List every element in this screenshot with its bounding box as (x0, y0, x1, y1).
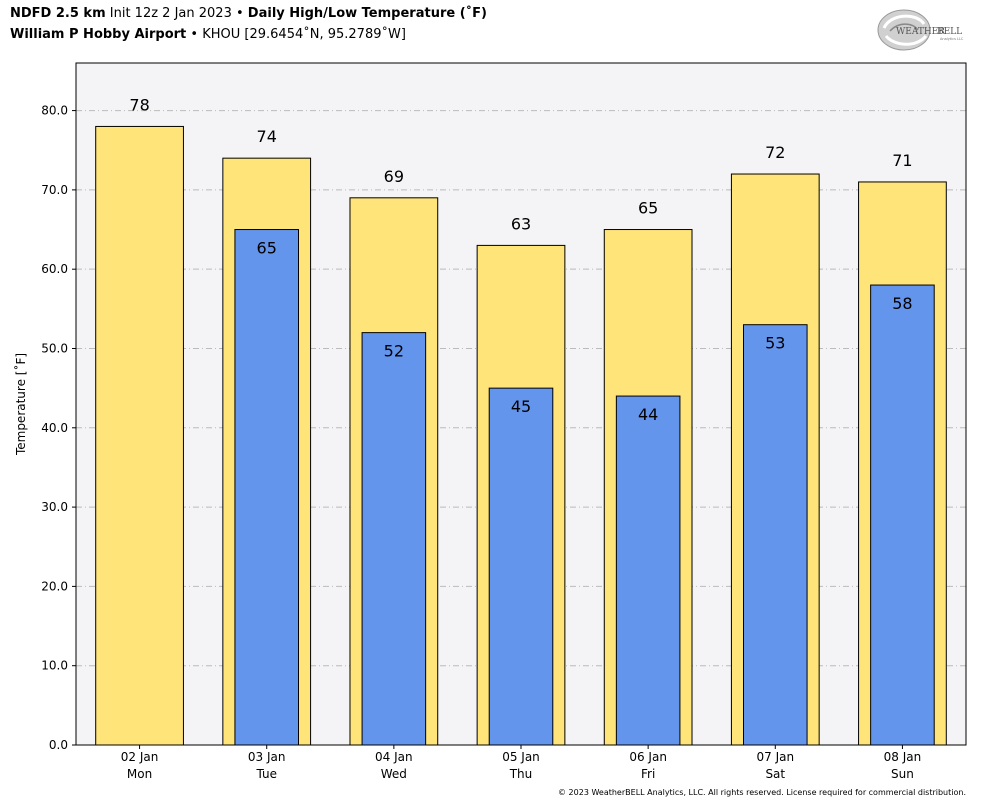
logo-subtext: Analytics LLC (940, 37, 964, 41)
product-label: Daily High/Low Temperature (˚F) (247, 6, 487, 21)
x-tick-day-label: Wed (381, 767, 407, 781)
high-value-label: 72 (765, 143, 785, 162)
low-value-label: 44 (638, 405, 658, 424)
low-bar (361, 332, 427, 746)
high-bar (95, 125, 184, 746)
low-value-label: 45 (511, 397, 531, 416)
x-tick-day-label: Tue (255, 767, 277, 781)
low-value-label: 53 (765, 334, 785, 353)
low-value-label: 58 (892, 294, 912, 313)
low-value-label: 65 (257, 239, 277, 258)
separator: • (235, 6, 244, 21)
y-axis: 0.0 10.0 20.0 30.0 40.0 50.0 60.0 70.0 80.0 (41, 104, 76, 752)
low-bar (488, 387, 554, 746)
logo-text: WEATHER (896, 27, 945, 37)
x-tick-label: 05 Jan (502, 750, 540, 764)
low-bar (743, 324, 808, 746)
x-tick-day-label: Fri (641, 767, 655, 781)
x-tick-label: 07 Jan (756, 750, 794, 764)
low-bar (870, 284, 935, 746)
high-value-label: 63 (511, 214, 531, 233)
y-tick-label: 10.0 (41, 659, 68, 673)
high-value-label: 71 (892, 151, 912, 170)
low-bar (234, 229, 300, 746)
weatherbell-logo: WEATHER BELL Analytics LLC (877, 9, 964, 51)
header-title-line: NDFD 2.5 km Init 12z 2 Jan 2023 • Daily … (10, 6, 487, 21)
x-tick-day-label: Thu (509, 767, 533, 781)
x-tick-label: 06 Jan (629, 750, 667, 764)
model-label: NDFD 2.5 km (10, 6, 106, 21)
y-tick-label: 50.0 (41, 341, 68, 355)
copyright-notice: © 2023 WeatherBELL Analytics, LLC. All r… (558, 788, 966, 797)
data-labels: 78 74 65 69 52 63 45 65 44 72 53 71 58 (129, 95, 912, 424)
y-tick-label: 60.0 (41, 262, 68, 276)
station-info: KHOU [29.6454˚N, 95.2789˚W] (202, 27, 406, 42)
y-tick-label: 80.0 (41, 104, 68, 118)
y-tick-label: 70.0 (41, 183, 68, 197)
high-value-label: 74 (257, 127, 277, 146)
y-tick-label: 30.0 (41, 500, 68, 514)
low-value-label: 52 (384, 342, 404, 361)
high-value-label: 78 (129, 95, 149, 114)
bars (95, 125, 947, 746)
separator: • (190, 27, 199, 42)
x-tick-label: 03 Jan (248, 750, 286, 764)
y-tick-label: 0.0 (49, 738, 68, 752)
x-tick-label: 02 Jan (121, 750, 159, 764)
x-tick-day-label: Sun (891, 767, 914, 781)
x-tick-label: 08 Jan (884, 750, 922, 764)
x-axis: 02 Jan Mon 03 Jan Tue 04 Jan Wed 05 Jan Thu 06 J… (121, 745, 921, 781)
x-tick-day-label: Mon (127, 767, 152, 781)
high-value-label: 69 (384, 167, 404, 186)
x-tick-day-label: Sat (765, 767, 785, 781)
logo-text-bell: BELL (937, 27, 962, 37)
header-station-line: William P Hobby Airport • KHOU [29.6454˚… (10, 27, 406, 42)
high-value-label: 65 (638, 199, 658, 218)
x-tick-label: 04 Jan (375, 750, 413, 764)
init-label: Init 12z 2 Jan 2023 (109, 6, 232, 21)
y-tick-label: 40.0 (41, 421, 68, 435)
low-bar (615, 395, 681, 746)
y-axis-label: Temperature [˚F] (13, 353, 28, 456)
y-tick-label: 20.0 (41, 579, 68, 593)
station-name: William P Hobby Airport (10, 27, 187, 42)
